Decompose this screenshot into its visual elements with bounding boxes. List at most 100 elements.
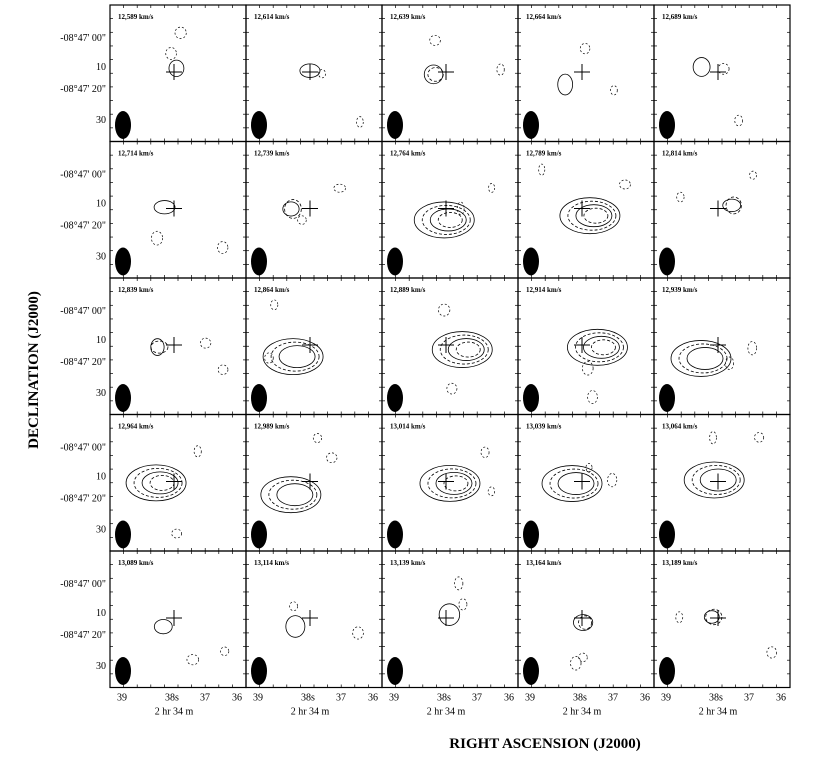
velocity-label: 13,114 km/s: [254, 559, 289, 567]
velocity-label: 12,914 km/s: [526, 286, 562, 294]
contour: [262, 338, 324, 376]
x-tick-label: 37: [336, 693, 346, 704]
contour: [567, 328, 628, 366]
y-tick-label: -08°47' 00": [60, 33, 106, 44]
velocity-label: 13,189 km/s: [662, 559, 698, 567]
beam: [659, 520, 675, 549]
velocity-label: 12,814 km/s: [662, 150, 698, 158]
beam: [387, 247, 403, 276]
x-tick-label: 38s: [165, 693, 179, 704]
contour: [457, 201, 465, 216]
contour: [270, 299, 279, 311]
contour: [676, 191, 685, 203]
x-tick-label: 37: [200, 693, 210, 704]
contour: [427, 67, 444, 82]
velocity-label: 12,789 km/s: [526, 150, 562, 158]
velocity-label: 12,939 km/s: [662, 286, 698, 294]
contour: [193, 445, 202, 458]
contour: [578, 615, 593, 630]
contour: [678, 343, 728, 374]
y-tick-label: 10: [96, 62, 106, 73]
velocity-label: 12,989 km/s: [254, 423, 290, 431]
x-axis-unit: 2 hr 34 m: [699, 707, 738, 718]
beam: [115, 247, 131, 276]
x-tick-label: 39: [661, 693, 671, 704]
beam: [523, 384, 539, 412]
x-tick-label: 37: [472, 693, 482, 704]
contour: [427, 468, 477, 499]
contour: [217, 364, 229, 375]
y-tick-label: -08°47' 00": [60, 170, 106, 181]
velocity-label: 12,714 km/s: [118, 150, 154, 158]
contour: [285, 615, 306, 638]
beam: [251, 657, 267, 685]
contour: [356, 116, 364, 128]
contour: [582, 361, 594, 376]
contour: [151, 230, 163, 246]
velocity-label: 12,589 km/s: [118, 13, 154, 21]
contour: [575, 332, 624, 363]
contour: [421, 205, 471, 235]
contour: [220, 646, 230, 656]
contour: [591, 339, 616, 356]
contour: [439, 334, 489, 365]
x-tick-label: 38s: [709, 693, 723, 704]
contour: [699, 468, 737, 492]
velocity-label: 12,689 km/s: [662, 13, 698, 21]
beam: [523, 520, 539, 549]
contour: [496, 63, 505, 76]
y-tick-label: -08°47' 20": [60, 494, 106, 505]
y-tick-label: 30: [96, 252, 106, 263]
velocity-label: 12,614 km/s: [254, 13, 290, 21]
x-tick-label: 37: [608, 693, 618, 704]
contour: [549, 468, 599, 499]
contour: [282, 201, 300, 217]
x-axis-unit: 2 hr 34 m: [427, 707, 466, 718]
contour: [333, 183, 346, 193]
y-tick-label: 10: [96, 199, 106, 210]
contour: [487, 486, 496, 497]
y-tick-label: 30: [96, 525, 106, 536]
y-tick-label: 10: [96, 335, 106, 346]
contour: [747, 341, 757, 356]
contour: [455, 341, 481, 358]
contour: [299, 63, 321, 78]
x-tick-label: 38s: [573, 693, 587, 704]
contour: [125, 464, 187, 502]
contour: [749, 170, 757, 180]
x-tick-label: 36: [232, 693, 242, 704]
contour: [413, 201, 475, 239]
contour: [141, 471, 179, 495]
contour: [734, 114, 744, 127]
contour: [541, 465, 603, 502]
contour: [165, 47, 177, 60]
beam: [659, 384, 675, 412]
beam: [115, 111, 131, 139]
contour: [217, 241, 229, 254]
y-tick-label: -08°47' 20": [60, 84, 106, 95]
contour: [583, 207, 609, 224]
velocity-label: 13,014 km/s: [390, 423, 426, 431]
contour: [578, 652, 588, 662]
contour: [284, 199, 302, 219]
x-tick-label: 37: [744, 693, 754, 704]
y-tick-label: -08°47' 20": [60, 221, 106, 232]
contour: [149, 474, 175, 491]
contour: [276, 483, 314, 507]
contour: [573, 614, 594, 631]
velocity-label: 13,064 km/s: [662, 423, 698, 431]
contour: [725, 196, 742, 215]
contour: [153, 619, 173, 635]
beam: [523, 111, 539, 139]
contour: [168, 59, 185, 77]
contour: [318, 69, 326, 79]
contour: [583, 335, 620, 359]
contour: [429, 208, 467, 232]
contour: [435, 472, 473, 495]
contour: [683, 461, 745, 499]
contour: [480, 446, 490, 458]
y-tick-label: -08°47' 20": [60, 357, 106, 368]
contour: [691, 465, 741, 495]
beam: [659, 247, 675, 276]
contour: [579, 43, 591, 55]
